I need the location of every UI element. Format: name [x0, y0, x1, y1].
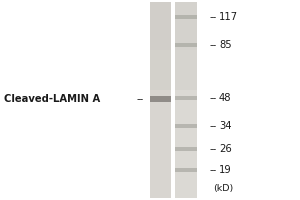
Text: 19: 19: [219, 165, 232, 175]
Text: 85: 85: [219, 40, 232, 50]
Bar: [175, 147, 197, 151]
Bar: [150, 50, 171, 90]
Text: 34: 34: [219, 121, 232, 131]
Bar: [175, 50, 197, 90]
Bar: [150, 96, 171, 102]
Text: Cleaved-LAMIN A: Cleaved-LAMIN A: [4, 94, 101, 104]
Bar: [175, 168, 197, 172]
Text: --: --: [210, 165, 217, 175]
Text: --: --: [210, 40, 217, 50]
Text: 26: 26: [219, 144, 232, 154]
Bar: [150, 2, 171, 198]
Bar: [175, 2, 197, 50]
Text: --: --: [136, 94, 144, 104]
Bar: [175, 124, 197, 128]
Bar: [175, 43, 197, 47]
Bar: [175, 2, 197, 198]
Bar: [175, 96, 197, 100]
Text: --: --: [210, 121, 217, 131]
Text: (kD): (kD): [213, 184, 233, 193]
Text: 48: 48: [219, 93, 232, 103]
Text: --: --: [210, 12, 217, 22]
Text: 117: 117: [219, 12, 238, 22]
Bar: [175, 15, 197, 19]
Bar: [150, 2, 171, 50]
Text: --: --: [210, 144, 217, 154]
Text: --: --: [210, 93, 217, 103]
